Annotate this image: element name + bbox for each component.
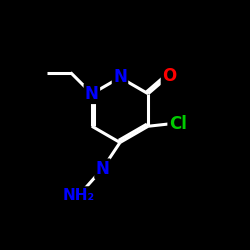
- Text: NH₂: NH₂: [63, 188, 95, 202]
- Text: O: O: [162, 67, 176, 85]
- Text: N: N: [96, 160, 110, 178]
- Text: Cl: Cl: [169, 115, 186, 133]
- Text: N: N: [85, 85, 99, 103]
- Text: N: N: [113, 68, 127, 86]
